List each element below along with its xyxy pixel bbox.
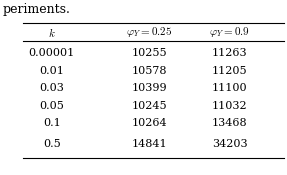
Text: 10255: 10255 — [131, 48, 167, 58]
Text: 0.00001: 0.00001 — [28, 48, 75, 58]
Text: 11032: 11032 — [212, 101, 247, 111]
Text: 11205: 11205 — [212, 66, 247, 76]
Text: 10399: 10399 — [131, 83, 167, 93]
Text: 0.1: 0.1 — [43, 118, 61, 128]
Text: 11100: 11100 — [212, 83, 247, 93]
Text: 0.01: 0.01 — [39, 66, 64, 76]
Text: 11263: 11263 — [212, 48, 247, 58]
Text: $k$: $k$ — [48, 26, 55, 39]
Text: 0.05: 0.05 — [39, 101, 64, 111]
Text: 0.03: 0.03 — [39, 83, 64, 93]
Text: 10245: 10245 — [131, 101, 167, 111]
Text: 0.5: 0.5 — [43, 139, 61, 149]
Text: 14841: 14841 — [131, 139, 167, 149]
Text: periments.: periments. — [3, 3, 71, 16]
Text: 13468: 13468 — [212, 118, 247, 128]
Text: $\varphi_Y = 0.9$: $\varphi_Y = 0.9$ — [209, 25, 250, 39]
Text: 34203: 34203 — [212, 139, 247, 149]
Text: $\varphi_Y = 0.25$: $\varphi_Y = 0.25$ — [126, 25, 172, 39]
Text: 10578: 10578 — [131, 66, 167, 76]
Text: 10264: 10264 — [131, 118, 167, 128]
